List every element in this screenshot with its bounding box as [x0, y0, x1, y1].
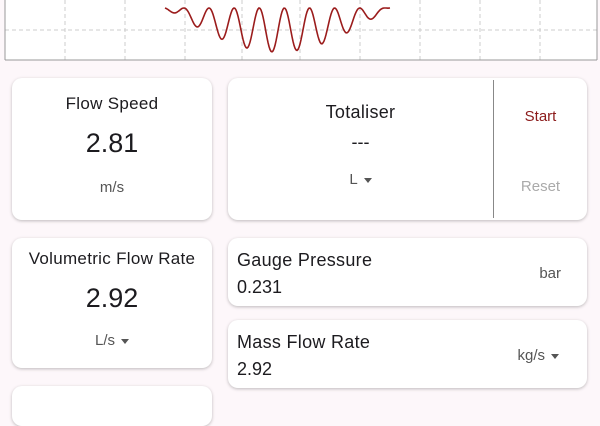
dropdown-arrow	[121, 338, 129, 344]
partial-card	[12, 386, 212, 426]
app-screen: Flow Speed 2.81 m/s Totaliser --- L Star…	[4, 0, 598, 388]
dropdown-arrow	[551, 353, 559, 359]
card-value: 0.231	[237, 277, 283, 297]
card-label: Volumetric Flow Rate	[28, 249, 196, 268]
card-label: Gauge Pressure	[237, 250, 373, 270]
gauge-pressure-card: Gauge Pressure 0.231 bar	[228, 238, 587, 306]
card-label: Mass Flow Rate	[237, 332, 371, 352]
unit-dropdown[interactable]: L	[228, 171, 493, 188]
unit-dropdown[interactable]: kg/s	[517, 347, 559, 364]
flow-trace	[164, 7, 391, 53]
start-button[interactable]: Start	[524, 108, 557, 125]
flow-speed-card: Flow Speed 2.81 m/s	[12, 78, 212, 220]
card-value: 2.92	[237, 359, 273, 379]
dropdown-arrow	[363, 177, 372, 183]
card-unit: kg/s	[517, 347, 545, 364]
card-value: 2.92	[85, 283, 139, 313]
card-label: Totaliser	[325, 102, 396, 122]
card-unit: L/s	[94, 332, 115, 349]
card-unit: m/s	[99, 179, 125, 196]
card-unit: bar	[539, 265, 561, 282]
flow-chart	[4, 0, 598, 61]
reset-button[interactable]: Reset	[520, 178, 561, 195]
card-value: ---	[351, 132, 370, 152]
volumetric-flow-card: Volumetric Flow Rate 2.92 L/s	[12, 238, 212, 368]
card-label: Flow Speed	[65, 94, 159, 113]
card-unit: L	[349, 171, 358, 188]
card-value: 2.81	[85, 128, 139, 158]
unit-dropdown[interactable]: L/s	[12, 332, 212, 349]
totaliser-card: Totaliser --- L Start Reset	[228, 78, 587, 220]
grid	[5, 0, 597, 60]
mass-flow-card: Mass Flow Rate 2.92 kg/s	[228, 320, 587, 388]
divider	[493, 80, 494, 218]
